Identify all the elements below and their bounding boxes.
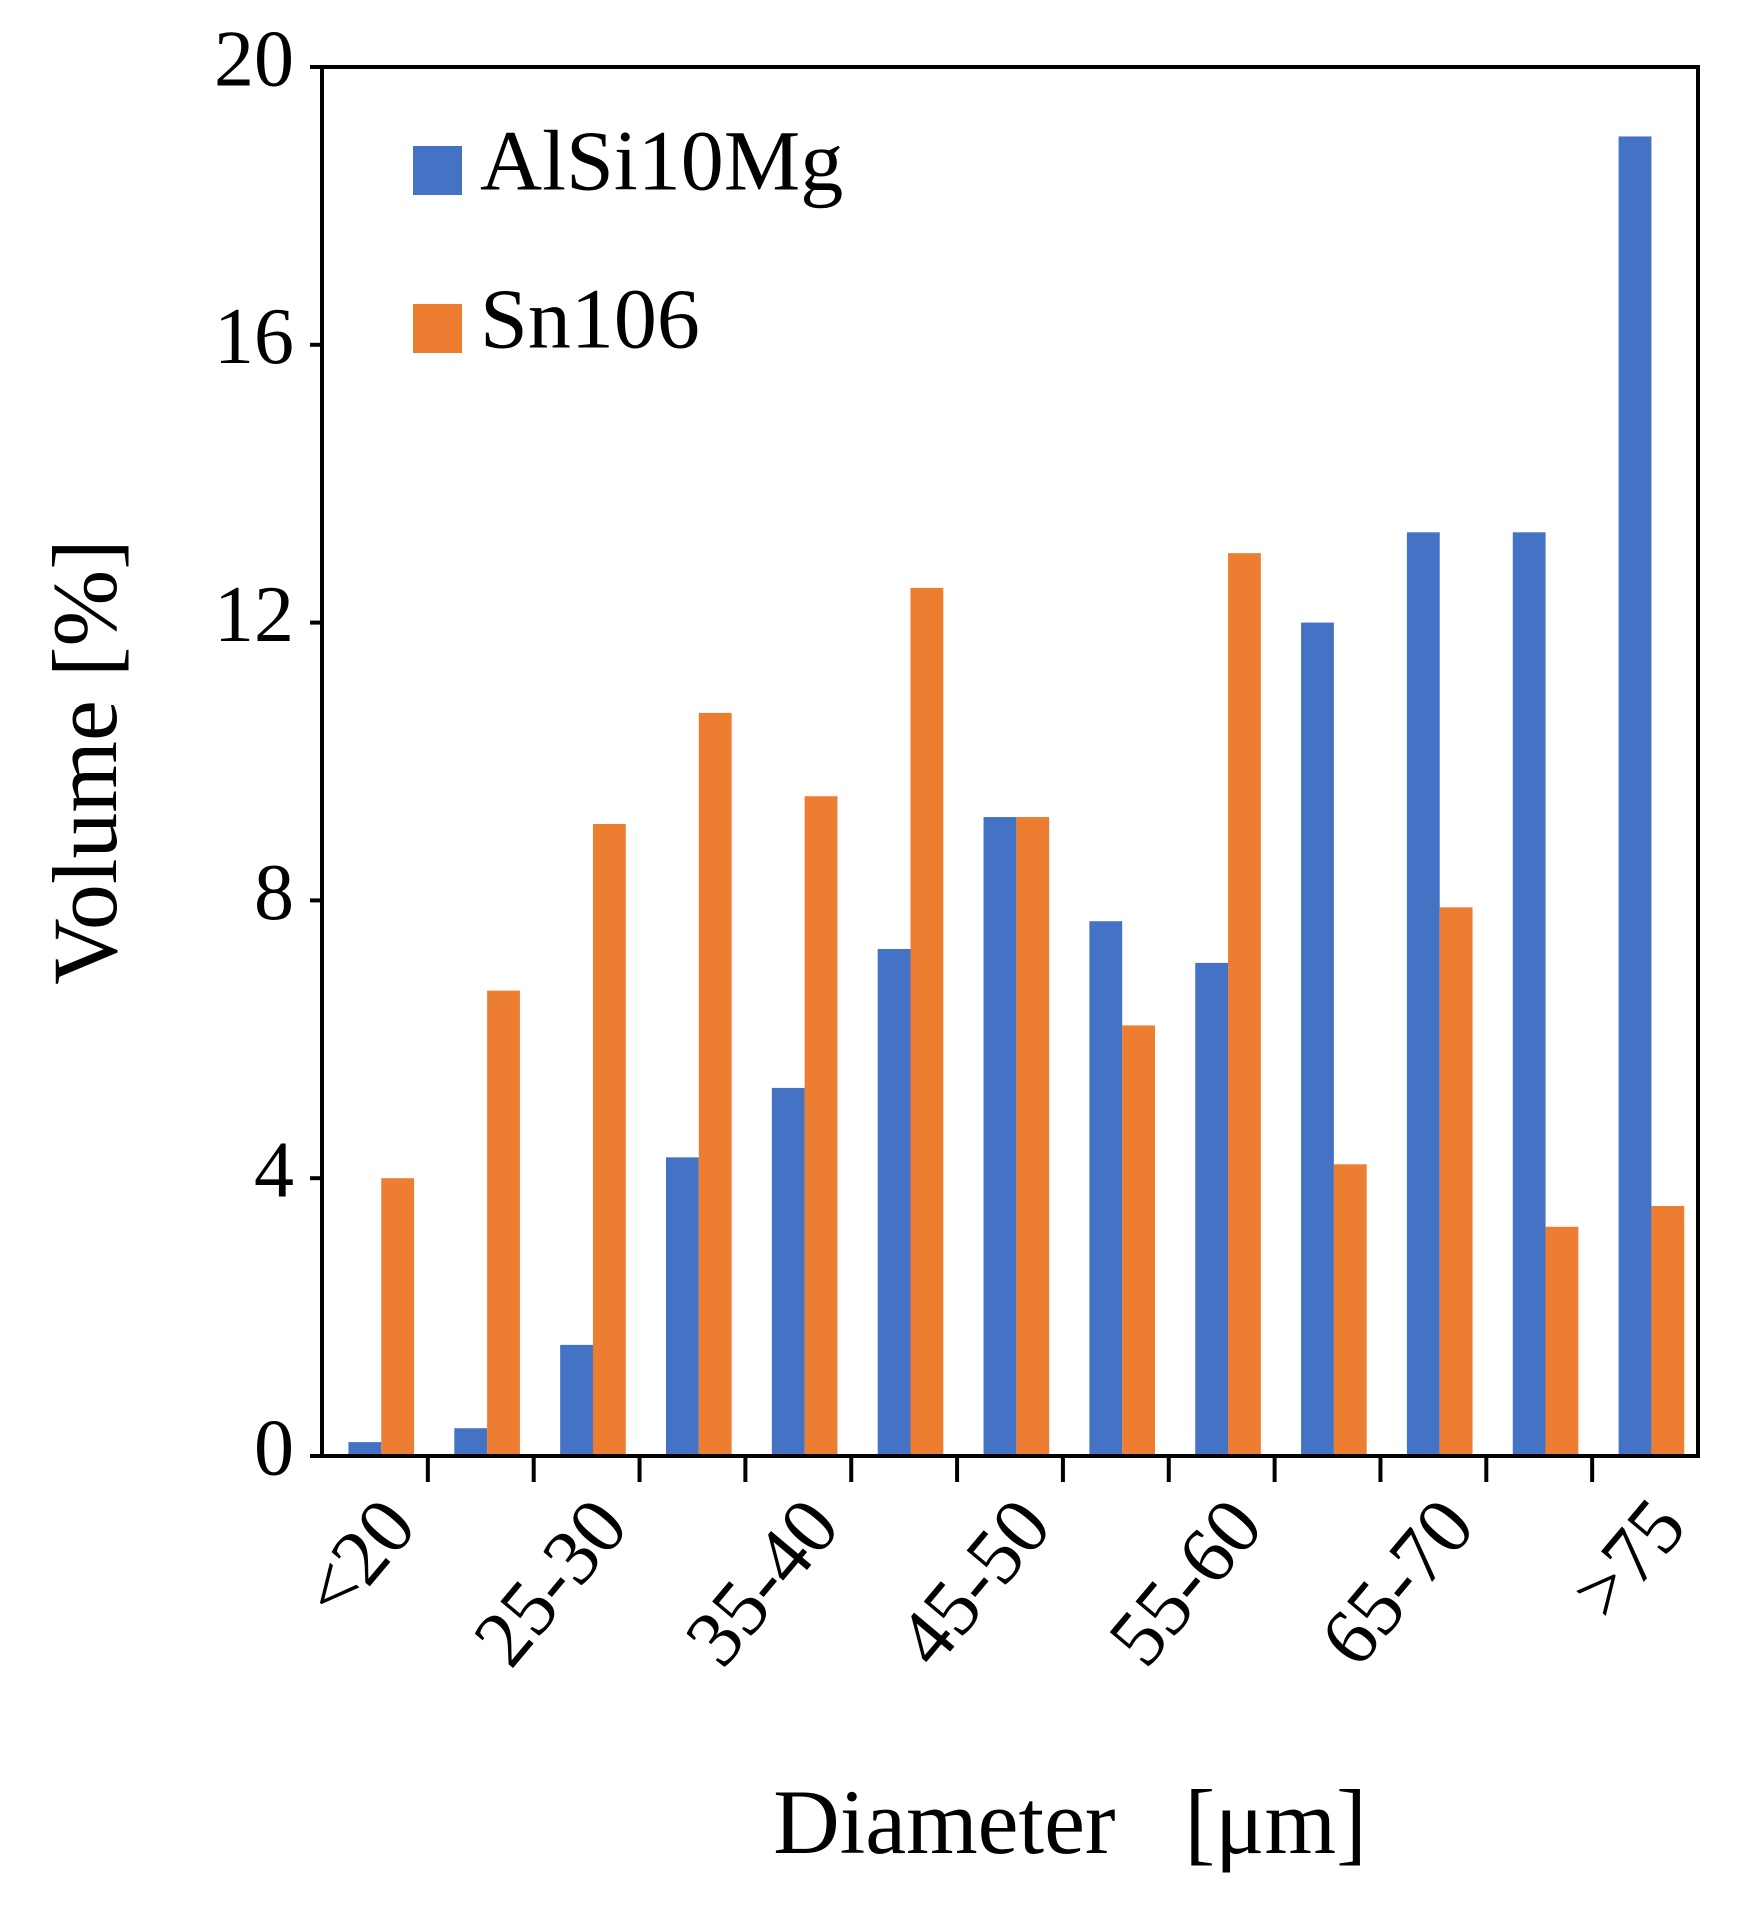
y-tick-label: 4 — [254, 1127, 294, 1215]
bar — [771, 1087, 805, 1456]
legend-swatch — [413, 304, 462, 353]
bar — [1512, 532, 1546, 1456]
bar — [1651, 1205, 1685, 1456]
x-axis-title: Diameter [μm] — [773, 1771, 1366, 1873]
bar — [877, 949, 911, 1456]
legend-label: AlSi10Mg — [480, 113, 843, 209]
bar — [804, 796, 838, 1456]
x-tick-label: 55-60 — [1092, 1483, 1279, 1683]
x-tick-label: 45-50 — [880, 1483, 1067, 1683]
bar — [1228, 553, 1261, 1456]
y-tick-label: 8 — [254, 849, 294, 937]
bar — [1545, 1226, 1579, 1456]
x-tick-label: >75 — [1555, 1483, 1703, 1635]
bar — [348, 1442, 382, 1456]
bar — [1406, 532, 1440, 1456]
x-tick-label: 65-70 — [1304, 1483, 1491, 1683]
y-tick-label: 16 — [214, 293, 294, 381]
legend-swatch — [413, 146, 462, 195]
y-tick-label: 0 — [254, 1404, 294, 1492]
bar — [666, 1157, 699, 1456]
bar — [454, 1428, 488, 1456]
bar — [1333, 1164, 1367, 1456]
bar — [1122, 1025, 1156, 1456]
bar — [1016, 817, 1050, 1456]
bar — [1089, 921, 1123, 1456]
bar — [910, 587, 944, 1456]
y-axis-title: Volume [%] — [34, 539, 136, 984]
bar — [698, 712, 732, 1456]
bar — [381, 1178, 415, 1456]
x-tick-label: 25-30 — [457, 1483, 644, 1683]
bar — [1195, 962, 1229, 1456]
x-tick-label: 35-40 — [669, 1483, 856, 1683]
legend-label: Sn106 — [480, 271, 700, 367]
plot-frame — [320, 65, 1700, 1458]
y-tick-label: 20 — [214, 15, 294, 103]
bar — [487, 990, 520, 1456]
x-tick-label: <20 — [285, 1483, 433, 1635]
bar — [1301, 622, 1334, 1456]
bar — [592, 824, 626, 1456]
bar — [1439, 907, 1473, 1456]
y-tick-label: 12 — [214, 571, 294, 659]
bar — [1618, 136, 1652, 1457]
bar — [983, 817, 1017, 1456]
bar — [560, 1344, 593, 1456]
